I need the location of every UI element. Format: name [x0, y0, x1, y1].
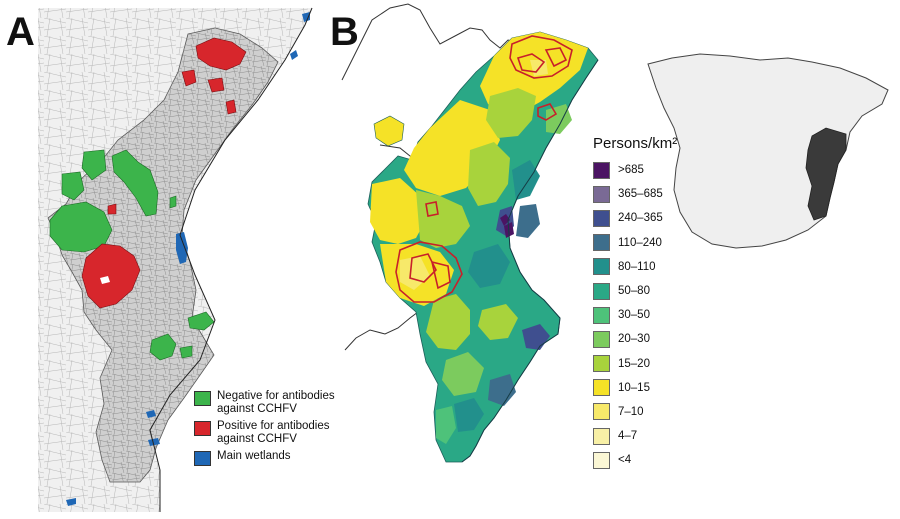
negative-areas — [49, 149, 215, 361]
density-legend-label: 110–240 — [618, 236, 662, 249]
density-legend-label: 10–15 — [618, 381, 650, 394]
density-legend-swatch — [593, 161, 610, 179]
density-legend-rows: >685 365–685 240–365 110–240 80–110 50–80 30–5… — [593, 158, 677, 472]
density-legend-label: 365–685 — [618, 188, 663, 201]
density-legend-swatch — [593, 379, 610, 397]
legend-label-wetlands: Main wetlands — [217, 450, 291, 462]
study-area-outlines — [395, 35, 573, 303]
density-legend-item: >685 — [593, 158, 677, 182]
legend-swatch-wetlands — [194, 451, 211, 466]
panel-b-map — [341, 3, 599, 463]
dense-city — [500, 214, 510, 226]
density-legend-item: 15–20 — [593, 352, 677, 376]
legend-swatch-negative — [194, 391, 211, 406]
density-legend-swatch — [593, 306, 610, 324]
density-legend-item: 4–7 — [593, 424, 677, 448]
density-legend-swatch — [593, 234, 610, 252]
density-legend-item: 365–685 — [593, 182, 677, 206]
density-legend-item: 110–240 — [593, 231, 677, 255]
density-legend-label: 7–10 — [618, 405, 644, 418]
legend-label-positive-line1: Positive for antibodies — [217, 420, 330, 432]
panel-a-label: A — [6, 10, 35, 54]
density-legend-item: <4 — [593, 448, 677, 472]
density-legend-item: 80–110 — [593, 255, 677, 279]
panel-a-map — [38, 7, 320, 512]
density-legend-item: 240–365 — [593, 206, 677, 230]
density-legend-swatch — [593, 209, 610, 227]
legend-item-negative: Negative for antibodies against CCHFV — [194, 390, 335, 416]
density-legend: Persons/km² >685 365–685 240–365 110–240 80–… — [593, 135, 677, 472]
legend-label-negative-line2: against CCHFV — [217, 403, 297, 415]
legend-swatch-positive — [194, 421, 211, 436]
density-legend-label: 15–20 — [618, 357, 650, 370]
density-legend-label: 80–110 — [618, 260, 656, 273]
density-legend-swatch — [593, 185, 610, 203]
density-legend-title: Persons/km² — [593, 135, 678, 152]
density-legend-swatch — [593, 282, 610, 300]
legend-item-positive: Positive for antibodies against CCHFV — [194, 420, 335, 446]
density-legend-swatch — [593, 427, 610, 445]
density-legend-swatch — [593, 451, 610, 469]
legend-label-negative-line1: Negative for antibodies — [217, 390, 335, 402]
density-legend-item: 30–50 — [593, 303, 677, 327]
positive-areas — [81, 37, 247, 309]
density-legend-label: 4–7 — [618, 430, 638, 443]
density-legend-label: 240–365 — [618, 212, 663, 225]
highlighted-region — [805, 127, 847, 221]
density-legend-label: 20–30 — [618, 333, 650, 346]
density-legend-swatch — [593, 258, 610, 276]
panel-b-label: B — [330, 10, 359, 54]
legend-item-wetlands: Main wetlands — [194, 450, 335, 466]
legend-label-positive-line2: against CCHFV — [217, 433, 297, 445]
density-legend-label: 50–80 — [618, 285, 650, 298]
density-legend-swatch — [593, 355, 610, 373]
wetlands — [66, 12, 310, 506]
density-legend-swatch — [593, 403, 610, 421]
density-legend-label: <4 — [618, 454, 632, 467]
density-legend-item: 20–30 — [593, 327, 677, 351]
spain-inset-map — [647, 53, 889, 249]
panel-a-legend: Negative for antibodies against CCHFV Po… — [194, 390, 335, 470]
density-legend-item: 7–10 — [593, 400, 677, 424]
density-legend-item: 10–15 — [593, 376, 677, 400]
density-legend-swatch — [593, 330, 610, 348]
spain-outline — [647, 53, 889, 249]
density-legend-label: 30–50 — [618, 309, 650, 322]
density-legend-item: 50–80 — [593, 279, 677, 303]
density-legend-label: >685 — [618, 164, 644, 177]
